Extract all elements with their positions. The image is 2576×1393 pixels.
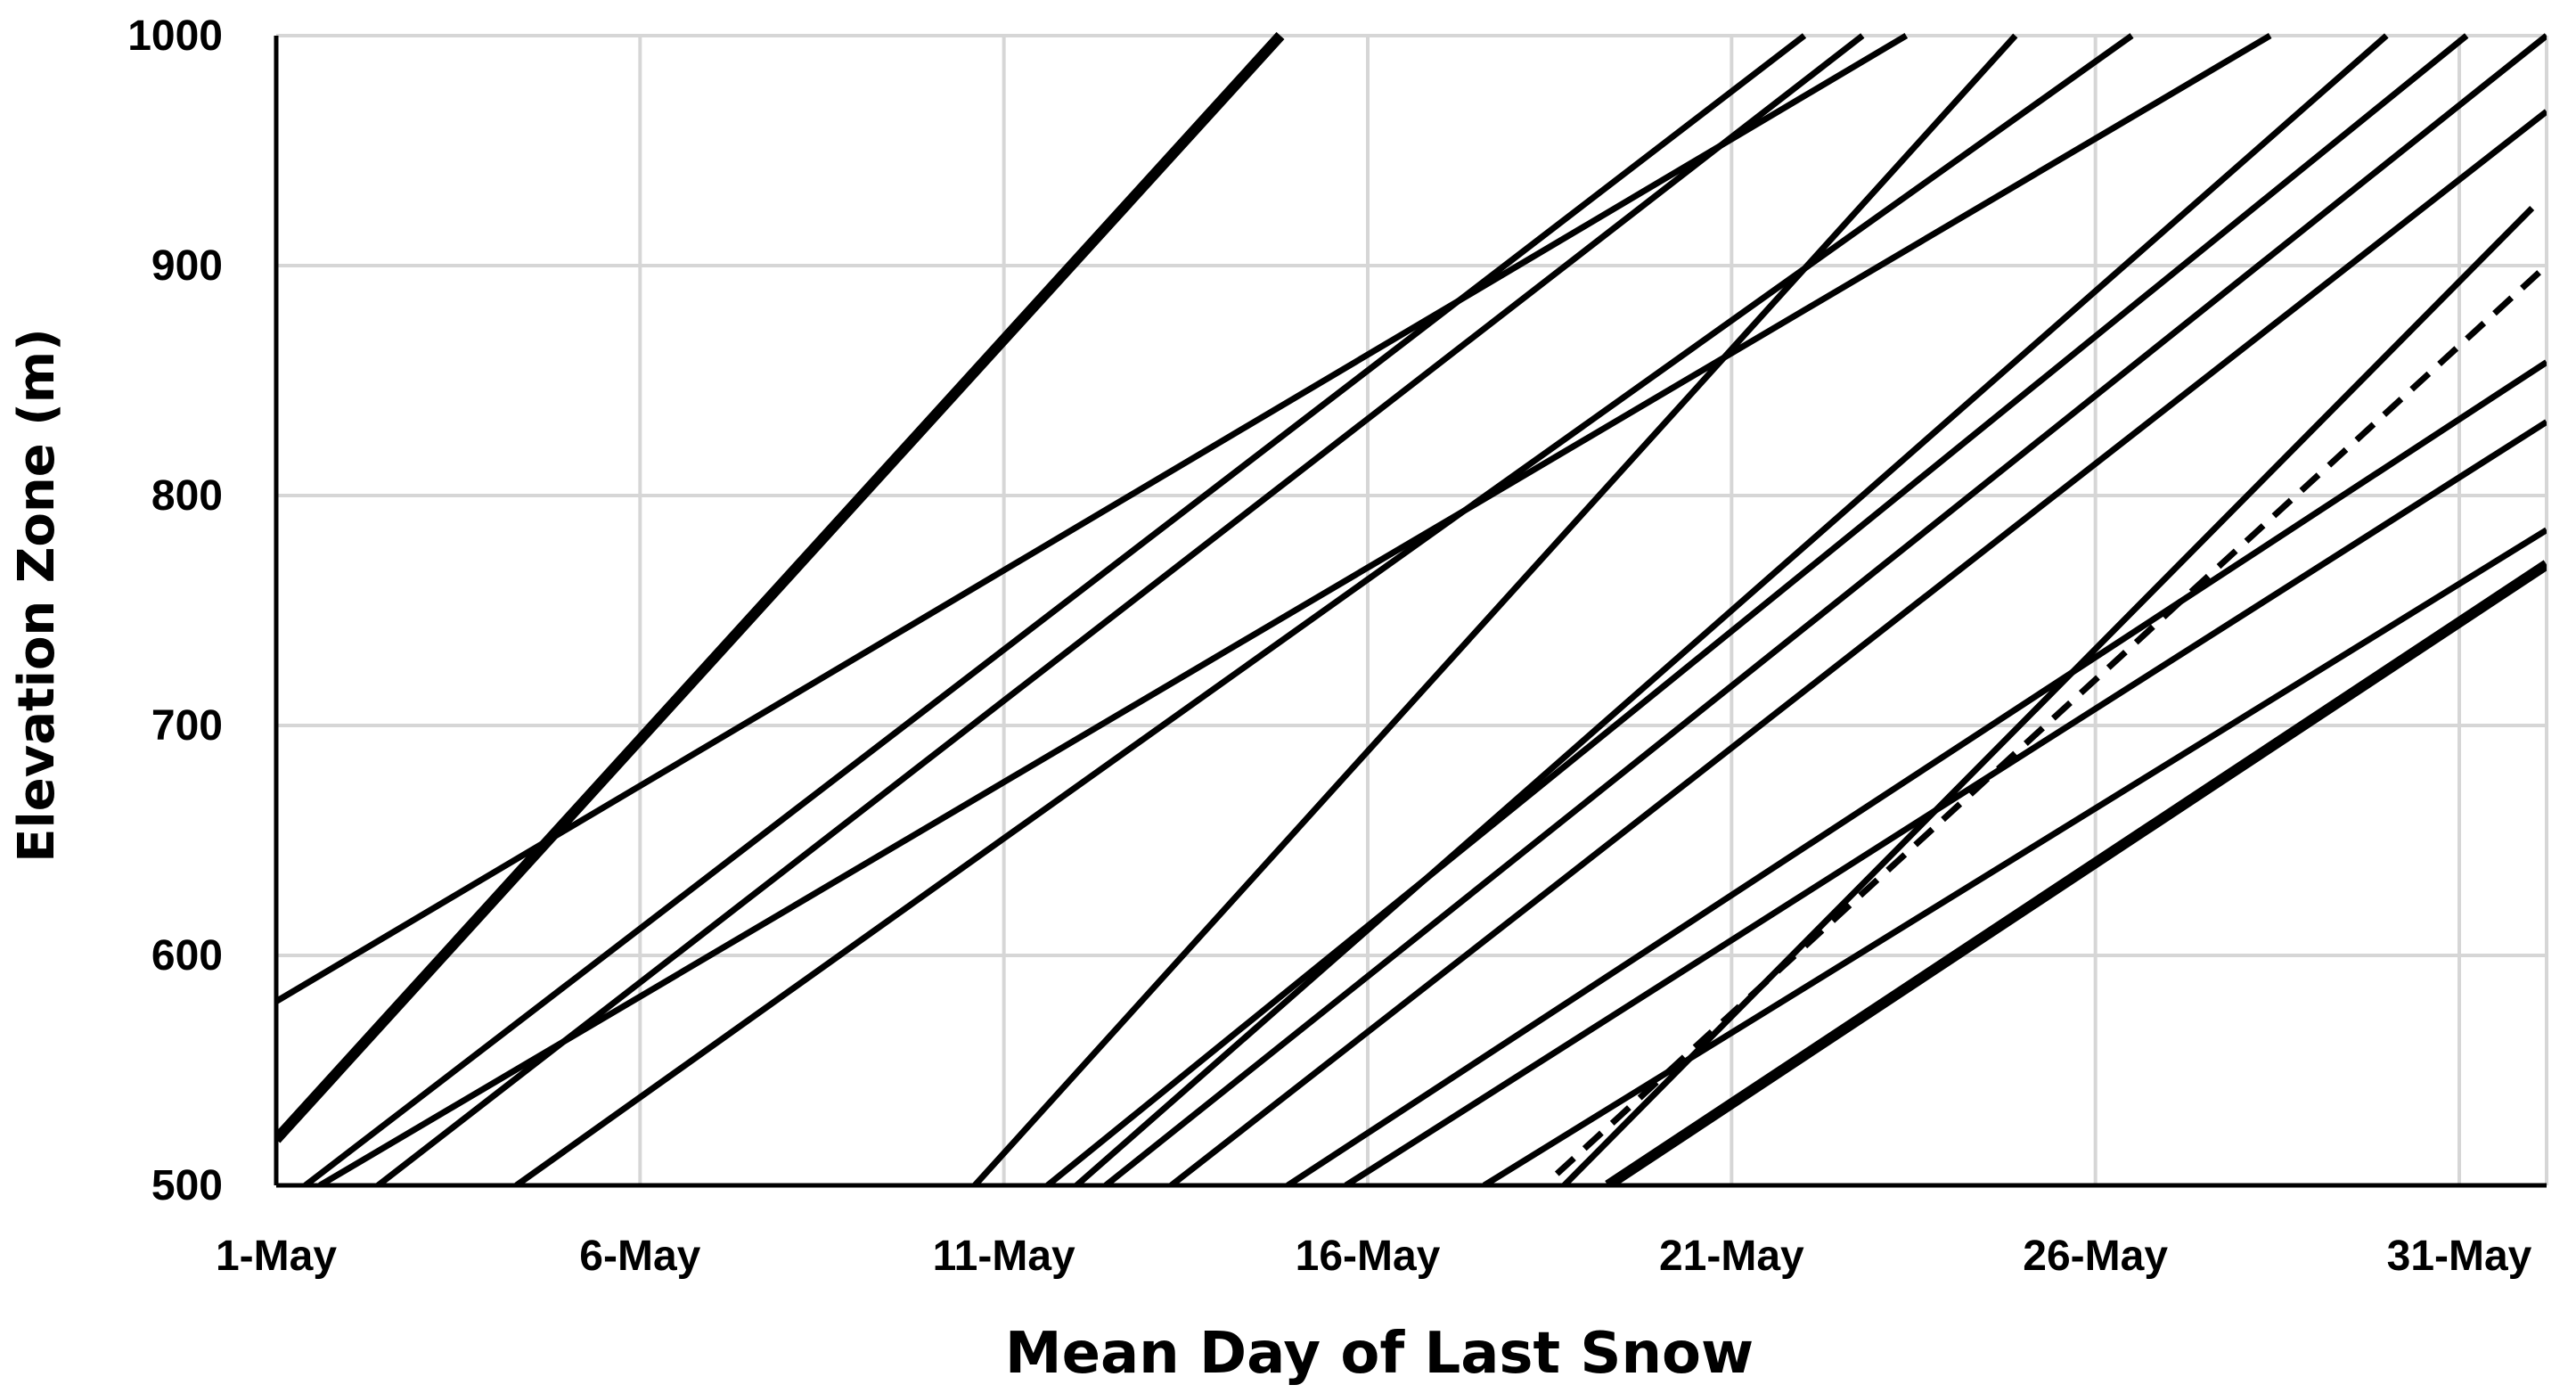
series-line-17 — [1605, 560, 2547, 1185]
y-tick-label: 600 — [151, 932, 223, 979]
series-line-16 — [1554, 263, 2547, 1176]
series-line-2 — [276, 32, 1909, 1004]
series-line-12 — [1286, 359, 2547, 1185]
series-line-7 — [972, 33, 2018, 1185]
series-lines — [276, 32, 2547, 1185]
series-line-10 — [1169, 109, 2547, 1185]
axes — [274, 36, 2547, 1188]
y-axis-title: Elevation Zone (m) — [8, 328, 66, 862]
y-tick-label: 1000 — [127, 12, 223, 60]
series-line-8 — [1045, 33, 2469, 1185]
x-tick-label: 1-May — [216, 1233, 337, 1280]
series-line-3 — [303, 33, 1807, 1185]
tick-labels: 1-May 6-May 11-May 16-May 21-May 26-May 31-May… — [127, 12, 2531, 1280]
series-line-5 — [514, 33, 2134, 1185]
series-line-1 — [276, 32, 1285, 1143]
series-line-4 — [376, 33, 1865, 1185]
y-tick-label: 900 — [151, 242, 223, 290]
x-tick-label: 11-May — [933, 1233, 1075, 1280]
x-tick-label: 6-May — [579, 1233, 700, 1280]
y-tick-label: 700 — [151, 702, 223, 750]
x-tick-label: 26-May — [2023, 1233, 2168, 1280]
x-tick-label: 31-May — [2387, 1233, 2532, 1280]
series-line-15 — [1562, 206, 2535, 1185]
series-line-6 — [318, 32, 2272, 1185]
x-tick-label: 21-May — [1659, 1233, 1804, 1280]
y-tick-label: 800 — [151, 472, 223, 520]
series-line-14 — [1482, 527, 2547, 1185]
y-tick-label: 500 — [151, 1162, 223, 1209]
series-line-9 — [1103, 33, 2547, 1185]
series-line-11 — [1074, 33, 2389, 1185]
x-axis-title: Mean Day of Last Snow — [1005, 1321, 1754, 1387]
x-tick-label: 16-May — [1296, 1233, 1441, 1280]
